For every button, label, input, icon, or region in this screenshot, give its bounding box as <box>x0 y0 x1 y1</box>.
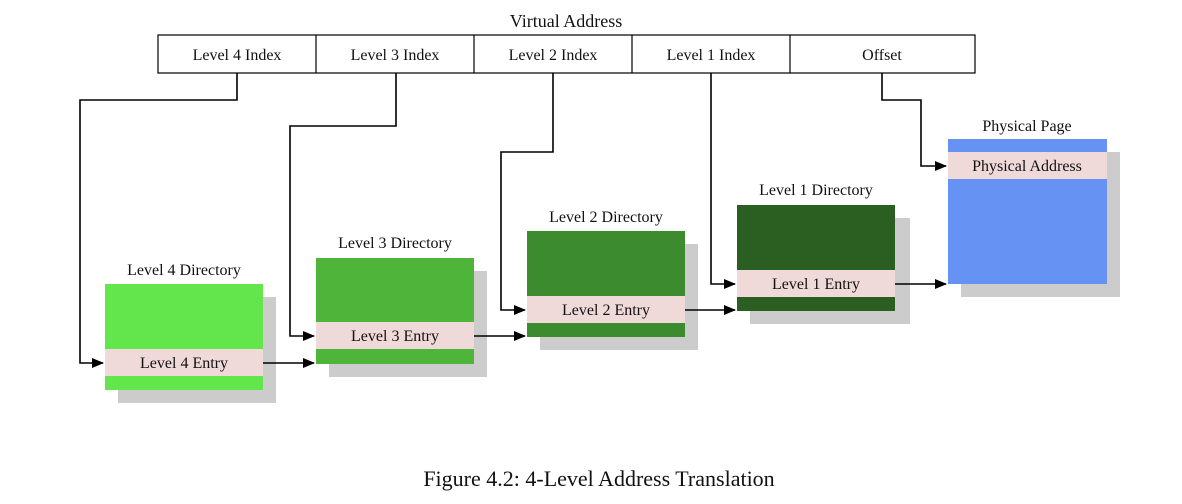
level4-directory-title: Level 4 Directory <box>127 262 241 279</box>
physical-address-band <box>948 152 1107 179</box>
level3-entry-label: Level 3 Entry <box>351 328 439 345</box>
level4-entry-band <box>105 349 263 376</box>
level2-index-arrow <box>500 73 554 315</box>
level1-entry-band <box>737 270 895 297</box>
virtual-address-title: Virtual Address <box>510 11 622 31</box>
level1-directory-title: Level 1 Directory <box>759 182 873 199</box>
field-level4-index: Level 4 Index <box>193 47 282 64</box>
level3-entry-band <box>316 322 474 349</box>
level2-entry-band <box>527 296 685 323</box>
level2-entry-label: Level 2 Entry <box>562 302 650 319</box>
field-level2-index: Level 2 Index <box>509 47 598 64</box>
physical-address-label: Physical Address <box>972 158 1082 175</box>
level3-directory: Level 3 Directory Level 3 Entry <box>316 235 487 377</box>
field-level1-index: Level 1 Index <box>667 47 756 64</box>
offset-arrow <box>881 73 947 171</box>
physical-page-title: Physical Page <box>982 118 1071 135</box>
level4-directory: Level 4 Directory Level 4 Entry <box>105 262 276 403</box>
field-level3-index: Level 3 Index <box>351 47 440 64</box>
level4-entry-label: Level 4 Entry <box>140 355 228 372</box>
field-offset: Offset <box>862 47 902 64</box>
level2-directory: Level 2 Directory Level 2 Entry <box>527 209 698 350</box>
figure-caption: Figure 4.2: 4-Level Address Translation <box>423 466 774 491</box>
level2-directory-title: Level 2 Directory <box>549 209 663 226</box>
level4-index-arrow <box>79 73 238 368</box>
level3-index-arrow <box>289 73 397 341</box>
level3-directory-title: Level 3 Directory <box>338 235 452 252</box>
physical-page: Physical Page Physical Address <box>948 118 1120 297</box>
level1-entry-label: Level 1 Entry <box>772 276 860 293</box>
level1-directory: Level 1 Directory Level 1 Entry <box>737 182 910 324</box>
level1-index-arrow <box>710 73 736 289</box>
virtual-address-register: Level 4 Index Level 3 Index Level 2 Inde… <box>157 34 976 74</box>
